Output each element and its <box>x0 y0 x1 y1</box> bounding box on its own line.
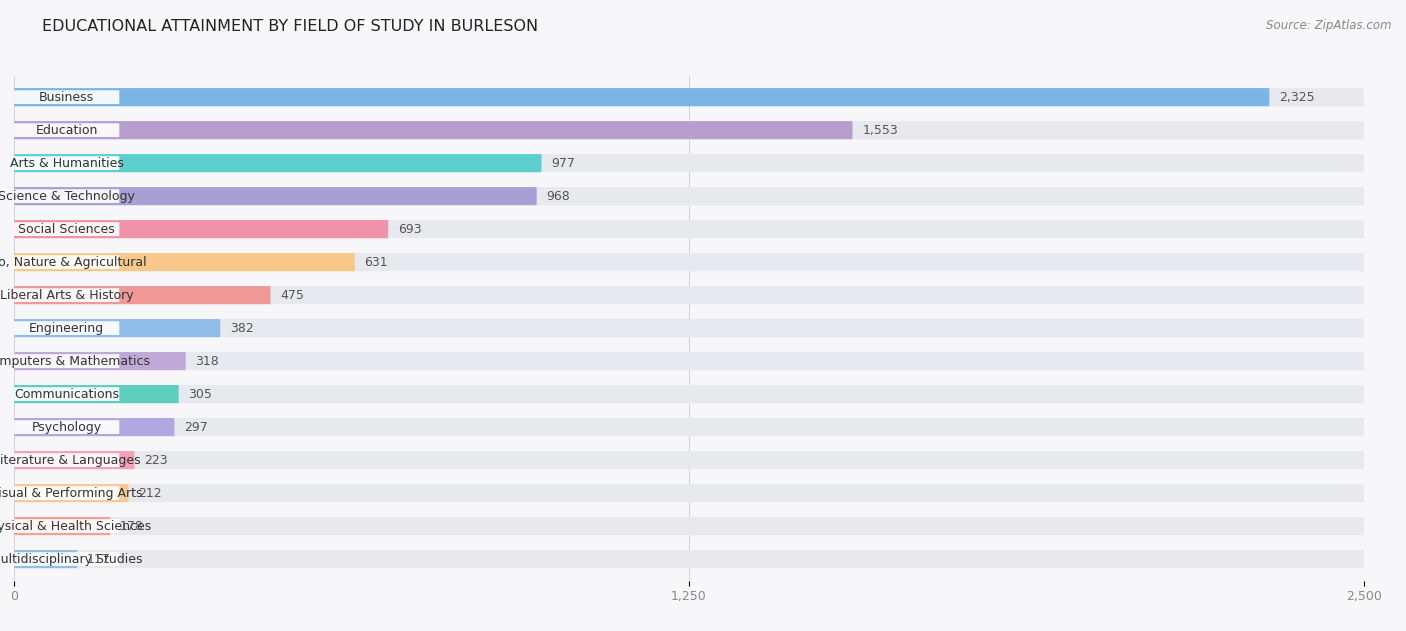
FancyBboxPatch shape <box>14 187 537 205</box>
FancyBboxPatch shape <box>14 451 135 469</box>
FancyBboxPatch shape <box>14 220 1364 239</box>
FancyBboxPatch shape <box>14 352 186 370</box>
FancyBboxPatch shape <box>14 253 1364 271</box>
FancyBboxPatch shape <box>14 321 120 335</box>
FancyBboxPatch shape <box>14 319 1364 337</box>
FancyBboxPatch shape <box>14 352 1364 370</box>
FancyBboxPatch shape <box>14 517 1364 535</box>
Text: 318: 318 <box>195 355 219 368</box>
FancyBboxPatch shape <box>14 288 120 302</box>
Text: Source: ZipAtlas.com: Source: ZipAtlas.com <box>1267 19 1392 32</box>
Text: EDUCATIONAL ATTAINMENT BY FIELD OF STUDY IN BURLESON: EDUCATIONAL ATTAINMENT BY FIELD OF STUDY… <box>42 19 538 34</box>
FancyBboxPatch shape <box>14 453 120 467</box>
Text: Psychology: Psychology <box>32 421 101 433</box>
FancyBboxPatch shape <box>14 484 1364 502</box>
Text: 117: 117 <box>87 553 111 565</box>
Text: 212: 212 <box>138 487 162 500</box>
FancyBboxPatch shape <box>14 385 1364 403</box>
Text: Science & Technology: Science & Technology <box>0 190 135 203</box>
Text: Literature & Languages: Literature & Languages <box>0 454 141 466</box>
Text: 693: 693 <box>398 223 422 235</box>
Text: Visual & Performing Arts: Visual & Performing Arts <box>0 487 143 500</box>
FancyBboxPatch shape <box>14 220 388 239</box>
Text: Communications: Communications <box>14 387 120 401</box>
FancyBboxPatch shape <box>14 487 120 500</box>
FancyBboxPatch shape <box>14 121 1364 139</box>
Text: Education: Education <box>35 124 98 137</box>
FancyBboxPatch shape <box>14 156 120 170</box>
Text: Bio, Nature & Agricultural: Bio, Nature & Agricultural <box>0 256 148 269</box>
FancyBboxPatch shape <box>14 222 120 236</box>
Text: Physical & Health Sciences: Physical & Health Sciences <box>0 519 152 533</box>
FancyBboxPatch shape <box>14 517 110 535</box>
Text: 2,325: 2,325 <box>1279 91 1315 103</box>
Text: 631: 631 <box>364 256 388 269</box>
FancyBboxPatch shape <box>14 121 852 139</box>
FancyBboxPatch shape <box>14 550 77 568</box>
Text: 223: 223 <box>145 454 167 466</box>
FancyBboxPatch shape <box>14 286 1364 304</box>
FancyBboxPatch shape <box>14 550 1364 568</box>
Text: Business: Business <box>39 91 94 103</box>
FancyBboxPatch shape <box>14 387 120 401</box>
Text: Computers & Mathematics: Computers & Mathematics <box>0 355 150 368</box>
Text: 1,553: 1,553 <box>862 124 898 137</box>
FancyBboxPatch shape <box>14 88 1270 106</box>
FancyBboxPatch shape <box>14 552 120 566</box>
FancyBboxPatch shape <box>14 187 1364 205</box>
FancyBboxPatch shape <box>14 354 120 368</box>
FancyBboxPatch shape <box>14 88 1364 106</box>
FancyBboxPatch shape <box>14 90 120 104</box>
FancyBboxPatch shape <box>14 418 174 436</box>
Text: Arts & Humanities: Arts & Humanities <box>10 156 124 170</box>
Text: Social Sciences: Social Sciences <box>18 223 115 235</box>
Text: 977: 977 <box>551 156 575 170</box>
FancyBboxPatch shape <box>14 255 120 269</box>
FancyBboxPatch shape <box>14 253 354 271</box>
Text: Multidisciplinary Studies: Multidisciplinary Studies <box>0 553 143 565</box>
FancyBboxPatch shape <box>14 418 1364 436</box>
FancyBboxPatch shape <box>14 154 541 172</box>
FancyBboxPatch shape <box>14 484 128 502</box>
Text: 968: 968 <box>547 190 571 203</box>
FancyBboxPatch shape <box>14 385 179 403</box>
Text: 178: 178 <box>120 519 143 533</box>
FancyBboxPatch shape <box>14 319 221 337</box>
Text: Engineering: Engineering <box>30 322 104 334</box>
FancyBboxPatch shape <box>14 286 270 304</box>
Text: 305: 305 <box>188 387 212 401</box>
Text: 475: 475 <box>280 288 304 302</box>
FancyBboxPatch shape <box>14 451 1364 469</box>
FancyBboxPatch shape <box>14 189 120 203</box>
Text: Liberal Arts & History: Liberal Arts & History <box>0 288 134 302</box>
Text: 297: 297 <box>184 421 208 433</box>
FancyBboxPatch shape <box>14 519 120 533</box>
Text: 382: 382 <box>231 322 253 334</box>
FancyBboxPatch shape <box>14 420 120 434</box>
FancyBboxPatch shape <box>14 154 1364 172</box>
FancyBboxPatch shape <box>14 123 120 137</box>
